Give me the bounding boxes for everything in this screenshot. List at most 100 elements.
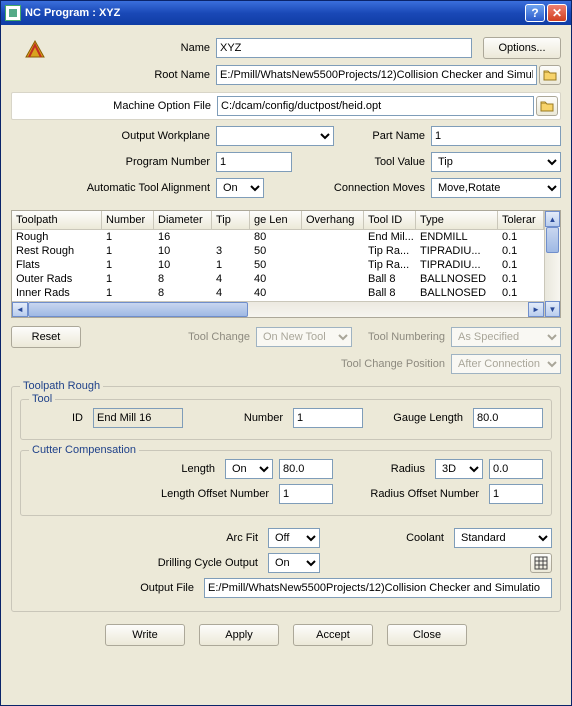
scroll-left-icon[interactable]: ◄ bbox=[12, 302, 28, 317]
length-offset-input[interactable] bbox=[279, 484, 333, 504]
machineopt-input[interactable] bbox=[217, 96, 534, 116]
machineopt-label: Machine Option File bbox=[12, 100, 217, 112]
hscrollbar[interactable]: ◄ ► bbox=[12, 301, 544, 317]
scroll-up-icon[interactable]: ▲ bbox=[545, 211, 560, 227]
id-input bbox=[93, 408, 183, 428]
table-row[interactable]: Outer Swarf11037030Tip Ra...TIPRADIU...0… bbox=[12, 300, 544, 301]
table-cell bbox=[302, 258, 364, 272]
toolpath-group: Toolpath Rough Tool ID Number Gauge Leng… bbox=[11, 386, 561, 612]
table-cell: 0.1 bbox=[498, 286, 544, 300]
table-cell: Tip Ra... bbox=[364, 300, 416, 301]
rootname-input[interactable] bbox=[216, 65, 537, 85]
toolchangepos-select: After Connection bbox=[451, 354, 561, 374]
accept-button[interactable]: Accept bbox=[293, 624, 373, 646]
coolant-select[interactable]: Standard bbox=[454, 528, 552, 548]
hscroll-thumb[interactable] bbox=[28, 302, 248, 317]
scroll-down-icon[interactable]: ▼ bbox=[545, 301, 560, 317]
radius-select[interactable]: 3D bbox=[435, 459, 483, 479]
drill-select[interactable]: On bbox=[268, 553, 320, 573]
name-input[interactable] bbox=[216, 38, 472, 58]
options-button[interactable]: Options... bbox=[483, 37, 561, 59]
radius-value-input[interactable] bbox=[489, 459, 543, 479]
scroll-right-icon[interactable]: ► bbox=[528, 302, 544, 317]
write-button[interactable]: Write bbox=[105, 624, 185, 646]
table-cell: 4 bbox=[212, 272, 250, 286]
table-header-cell[interactable]: ge Len bbox=[250, 211, 302, 229]
apply-button[interactable]: Apply bbox=[199, 624, 279, 646]
table-header-cell[interactable]: Toolpath bbox=[12, 211, 102, 229]
connmoves-select[interactable]: Move,Rotate bbox=[431, 178, 561, 198]
toolpath-table[interactable]: ToolpathNumberDiameterTipge LenOverhangT… bbox=[11, 210, 561, 318]
table-row[interactable]: Rough11680End Mil...ENDMILL0.1 bbox=[12, 230, 544, 244]
table-cell: 0.1 bbox=[498, 230, 544, 244]
radius-offset-input[interactable] bbox=[489, 484, 543, 504]
table-cell: 10 bbox=[154, 244, 212, 258]
table-cell bbox=[302, 286, 364, 300]
toolchange-label: Tool Change bbox=[188, 331, 256, 343]
table-cell bbox=[302, 272, 364, 286]
titlebar[interactable]: NC Program : XYZ ? ✕ bbox=[1, 1, 571, 25]
table-cell: TIPRADIU... bbox=[416, 258, 498, 272]
toolchange-select: On New Tool bbox=[256, 327, 352, 347]
table-header-cell[interactable]: Tip bbox=[212, 211, 250, 229]
table-row[interactable]: Inner Rads18440Ball 8BALLNOSED0.1 bbox=[12, 286, 544, 300]
radius-label: Radius bbox=[339, 463, 429, 475]
table-header-cell[interactable]: Tool ID bbox=[364, 211, 416, 229]
tool-group-legend: Tool bbox=[29, 393, 55, 405]
table-row[interactable]: Rest Rough110350Tip Ra...TIPRADIU...0.1 bbox=[12, 244, 544, 258]
length-value-input[interactable] bbox=[279, 459, 333, 479]
table-cell: Tip Ra... bbox=[364, 244, 416, 258]
toolnum-select: As Specified bbox=[451, 327, 561, 347]
close-footer-button[interactable]: Close bbox=[387, 624, 467, 646]
grid-icon bbox=[534, 556, 548, 570]
table-cell: 1 bbox=[102, 300, 154, 301]
connmoves-label: Connection Moves bbox=[321, 182, 431, 194]
table-cell: 30 bbox=[302, 300, 364, 301]
content: Name Options... Root Name Machine Option… bbox=[1, 25, 571, 705]
output-workplane-select[interactable] bbox=[216, 126, 334, 146]
table-cell: 50 bbox=[250, 258, 302, 272]
help-button[interactable]: ? bbox=[525, 4, 545, 22]
length-select[interactable]: On bbox=[225, 459, 273, 479]
table-header-cell[interactable]: Number bbox=[102, 211, 154, 229]
arcfit-select[interactable]: Off bbox=[268, 528, 320, 548]
table-cell: 50 bbox=[250, 244, 302, 258]
table-cell: Outer Swarf bbox=[12, 300, 102, 301]
table-cell: 0.1 bbox=[498, 258, 544, 272]
table-cell: Outer Rads bbox=[12, 272, 102, 286]
edit-button[interactable] bbox=[530, 553, 552, 573]
table-row[interactable]: Outer Rads18440Ball 8BALLNOSED0.1 bbox=[12, 272, 544, 286]
table-cell bbox=[302, 244, 364, 258]
rootname-browse-button[interactable] bbox=[539, 65, 561, 85]
close-button[interactable]: ✕ bbox=[547, 4, 567, 22]
table-cell: 1 bbox=[212, 258, 250, 272]
programnumber-input[interactable] bbox=[216, 152, 292, 172]
program-icon bbox=[23, 37, 47, 61]
vscroll-thumb[interactable] bbox=[546, 227, 559, 253]
partname-label: Part Name bbox=[351, 130, 431, 142]
table-header-cell[interactable]: Tolerar bbox=[498, 211, 544, 229]
reset-button[interactable]: Reset bbox=[11, 326, 81, 348]
footer: Write Apply Accept Close bbox=[11, 614, 561, 650]
length-label: Length bbox=[29, 463, 219, 475]
outfile-input[interactable] bbox=[204, 578, 552, 598]
partname-input[interactable] bbox=[431, 126, 561, 146]
table-cell: 3 bbox=[212, 244, 250, 258]
table-row[interactable]: Flats110150Tip Ra...TIPRADIU...0.1 bbox=[12, 258, 544, 272]
machineopt-browse-button[interactable] bbox=[536, 96, 558, 116]
toolvalue-select[interactable]: Tip bbox=[431, 152, 561, 172]
gauge-input[interactable] bbox=[473, 408, 543, 428]
toolchangepos-label: Tool Change Position bbox=[341, 358, 451, 370]
table-body[interactable]: Rough11680End Mil...ENDMILL0.1Rest Rough… bbox=[12, 230, 544, 301]
radius-offset-label: Radius Offset Number bbox=[339, 488, 483, 500]
table-header-cell[interactable]: Type bbox=[416, 211, 498, 229]
autoalign-select[interactable]: On bbox=[216, 178, 264, 198]
autoalign-label: Automatic Tool Alignment bbox=[11, 182, 216, 194]
table-header-cell[interactable]: Diameter bbox=[154, 211, 212, 229]
table-cell: 10 bbox=[154, 300, 212, 301]
rootname-label: Root Name bbox=[11, 69, 216, 81]
number-input[interactable] bbox=[293, 408, 363, 428]
table-cell: 1 bbox=[102, 244, 154, 258]
table-header-cell[interactable]: Overhang bbox=[302, 211, 364, 229]
vscrollbar[interactable]: ▲ ▼ bbox=[544, 211, 560, 317]
